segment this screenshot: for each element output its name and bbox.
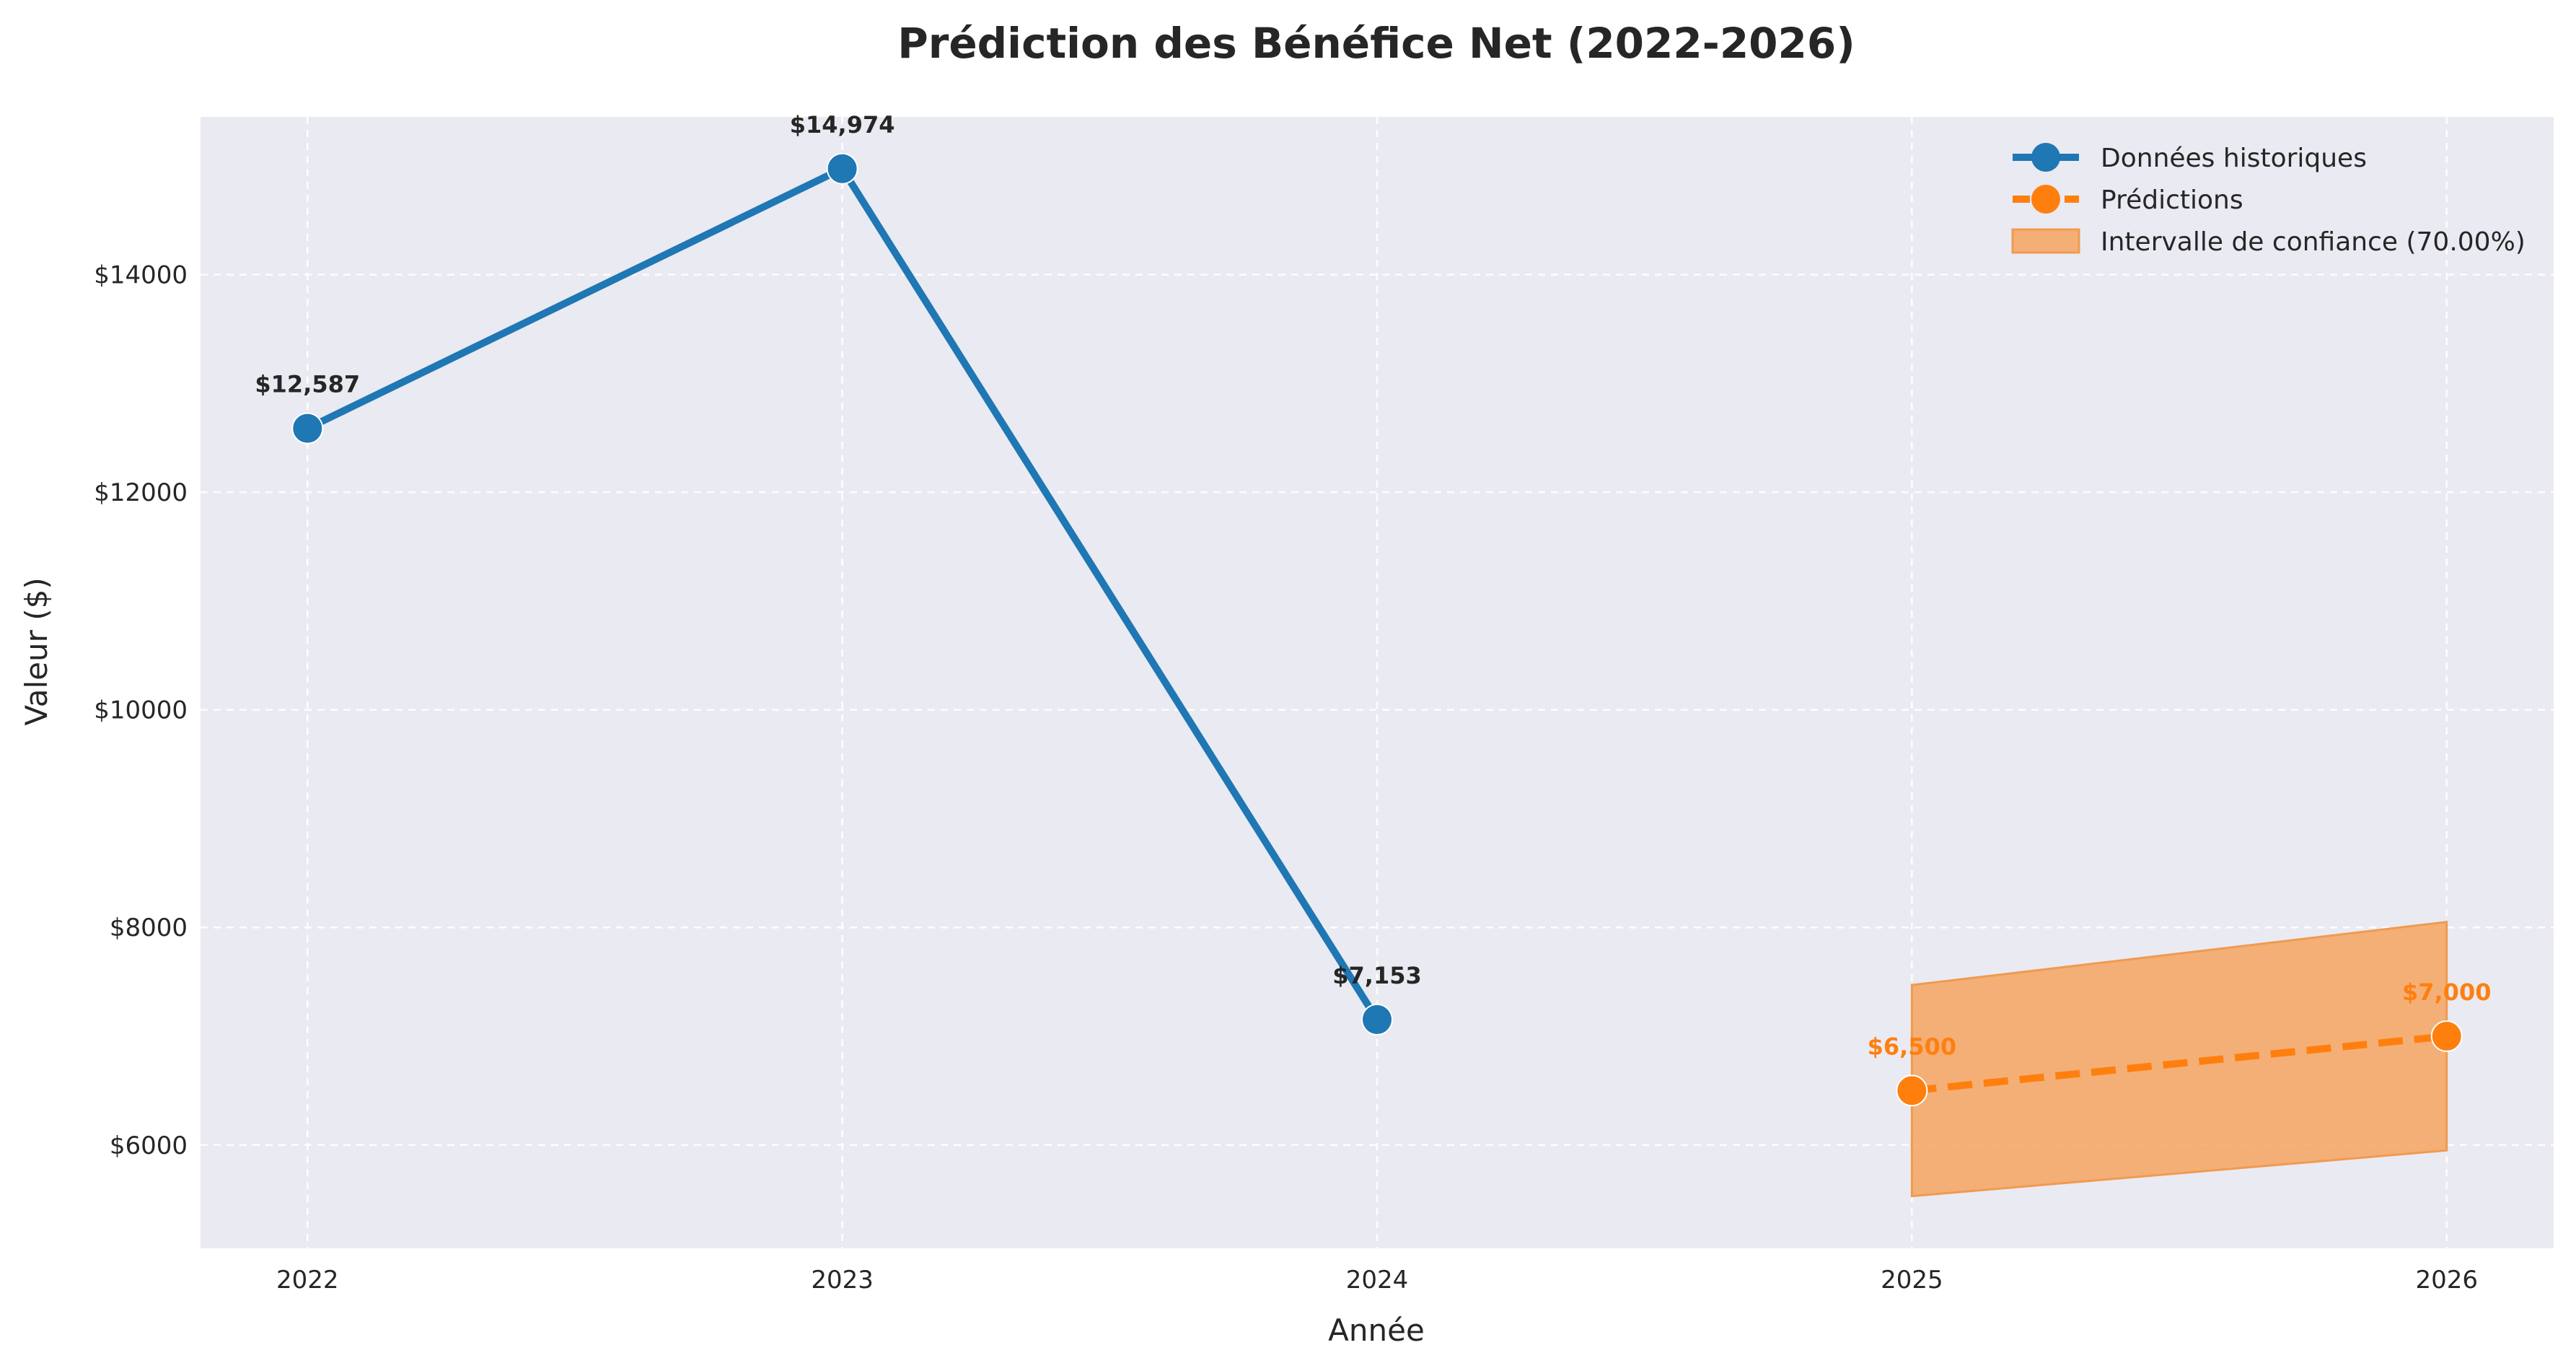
data-point [826, 152, 858, 185]
legend-entry: Données historiques [2101, 144, 2367, 173]
data-label: $6,500 [1868, 1033, 1956, 1060]
data-label: $7,000 [2402, 978, 2491, 1006]
x-tick-label: 2024 [1346, 1266, 1409, 1295]
chart-title: Prédiction des Bénéfice Net (2022-2026) [897, 19, 1855, 68]
y-axis-label: Valeur ($) [19, 577, 54, 725]
legend-patch [2011, 228, 2080, 254]
data-label: $14,974 [790, 111, 895, 139]
y-tick-label: $14000 [94, 261, 188, 290]
legend-entry: Intervalle de confiance (70.00%) [2101, 227, 2526, 257]
y-tick-label: $8000 [110, 914, 188, 942]
data-label: $7,153 [1332, 962, 1421, 989]
data-label: $12,587 [255, 371, 360, 398]
confidence-interval-band [1910, 921, 2448, 1198]
axis-ticks: 2022 2023 2024 2025 2026 $6000 $8000 $10000 $120… [94, 261, 2478, 1295]
grid [201, 117, 2554, 1248]
data-point [1361, 1003, 1393, 1035]
x-tick-label: 2026 [2415, 1266, 2478, 1295]
confidence-band [1910, 921, 2448, 1198]
series-line-1 [1911, 1033, 2448, 1095]
x-axis-label: Année [1328, 1313, 1425, 1348]
data-point [1896, 1074, 1928, 1107]
data-point [2430, 1020, 2463, 1052]
legend-marker [2031, 185, 2060, 214]
y-tick-label: $12000 [94, 478, 188, 507]
y-tick-label: $6000 [110, 1131, 188, 1160]
x-tick-label: 2023 [811, 1266, 874, 1295]
data-point [291, 412, 324, 444]
x-tick-label: 2022 [276, 1266, 339, 1295]
legend-marker [2031, 143, 2060, 172]
data-labels: $12,587 $14,974 $7,153 $6,500 $7,000 [255, 111, 2491, 1061]
legend: Données historiques Prédictions Intervalle… [2011, 143, 2526, 257]
x-tick-label: 2025 [1881, 1266, 1943, 1295]
series-lines [291, 152, 2463, 1107]
y-tick-label: $10000 [94, 696, 188, 725]
legend-entry: Prédictions [2101, 185, 2243, 215]
